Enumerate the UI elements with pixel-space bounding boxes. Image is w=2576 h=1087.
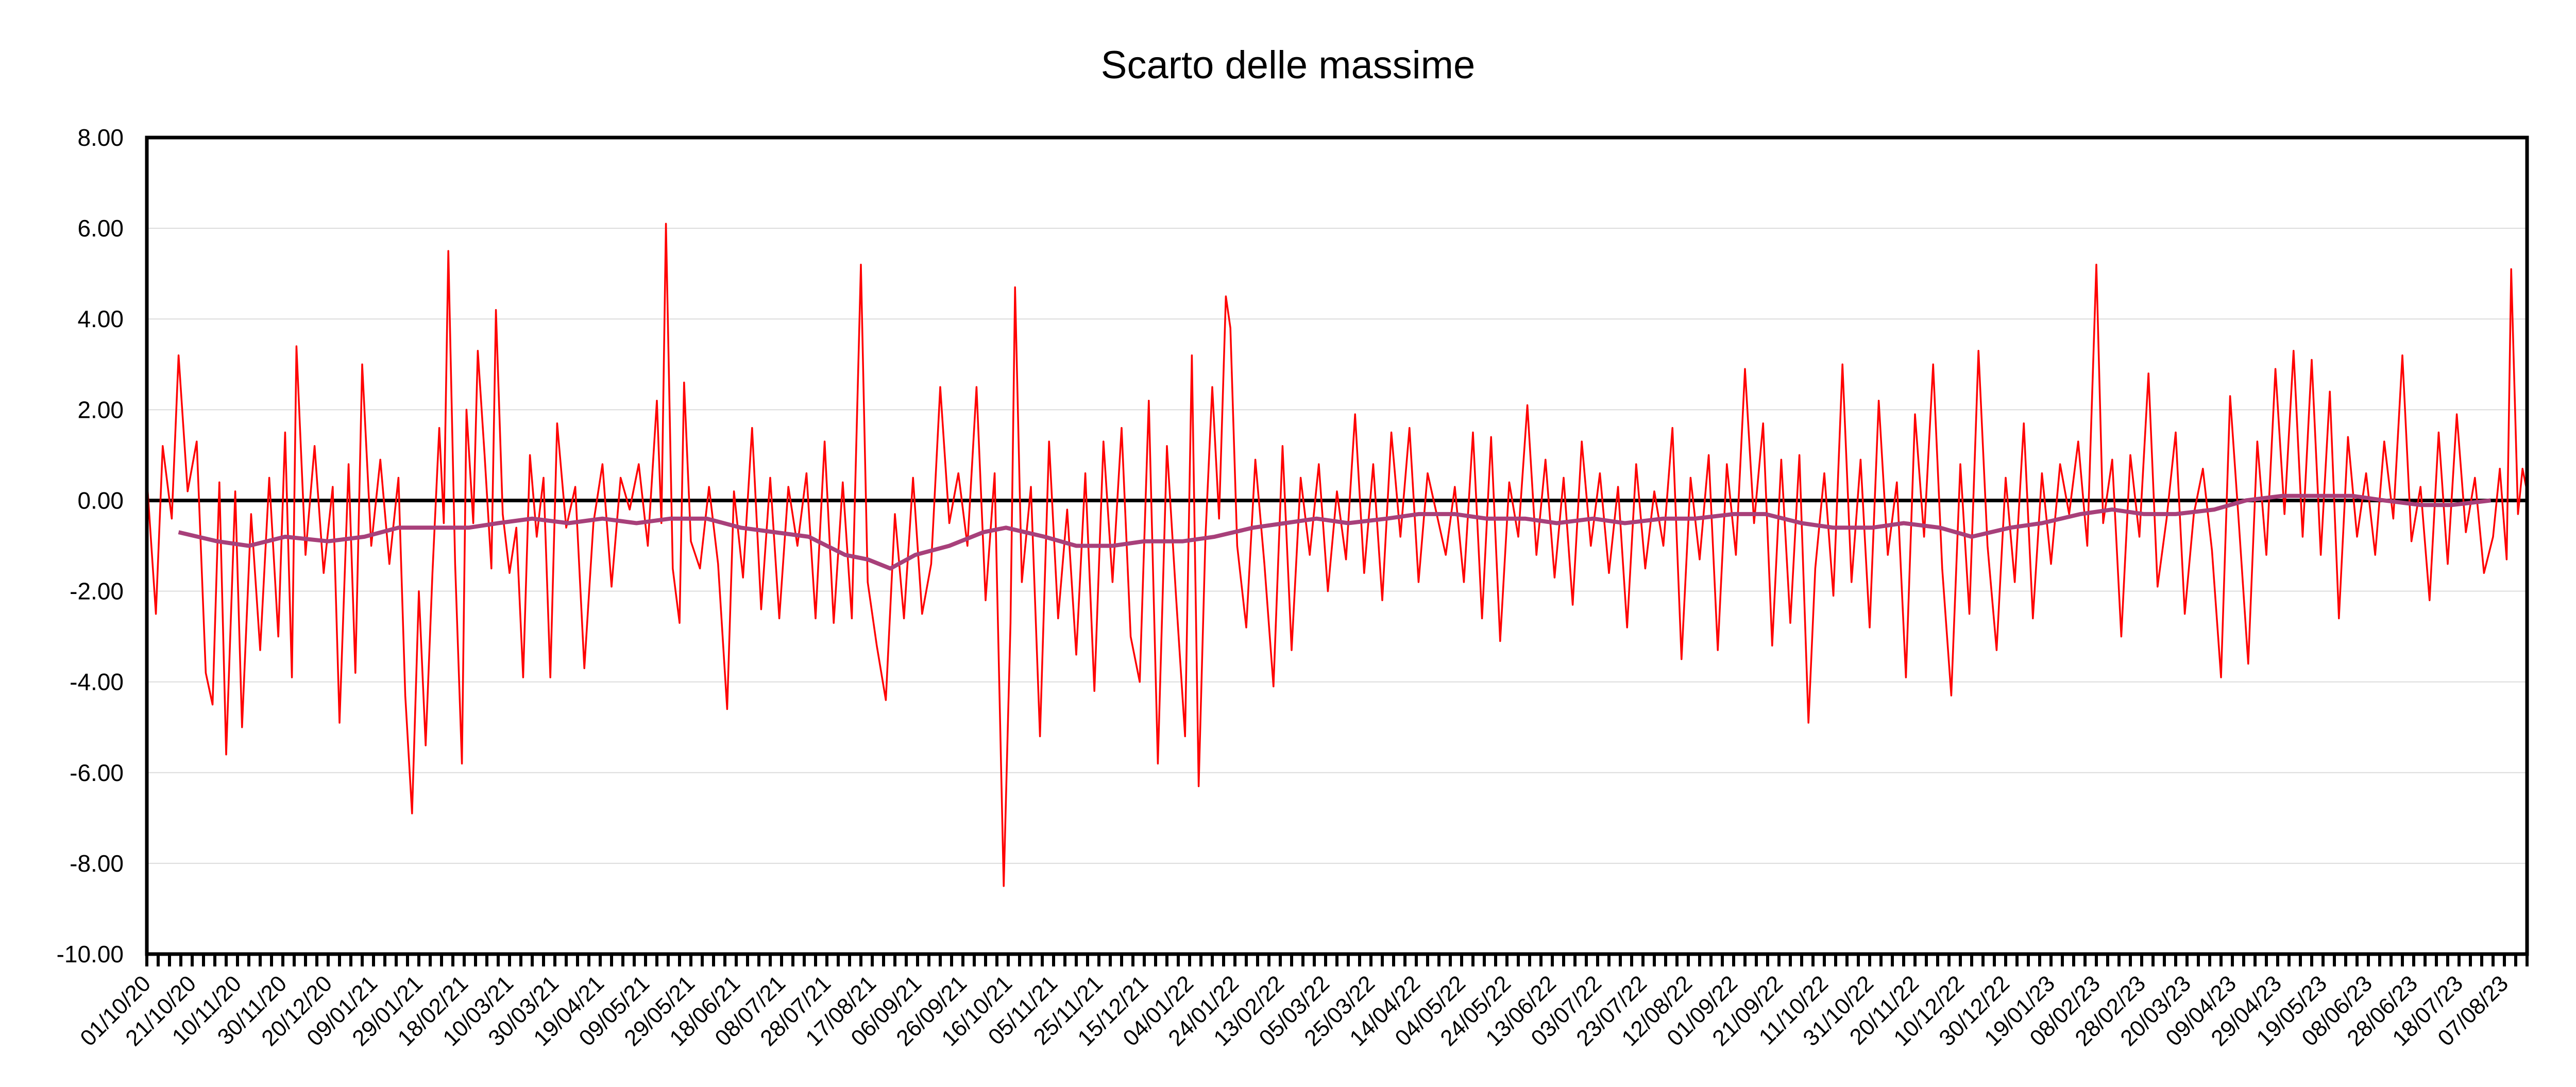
x-axis: 01/10/2021/10/2010/11/2030/11/2020/12/20… — [75, 954, 2529, 1051]
y-tick-label: 2.00 — [77, 396, 124, 423]
y-tick-label: 8.00 — [77, 124, 124, 151]
daily-series-line — [146, 223, 2528, 887]
y-tick-label: 0.00 — [77, 487, 124, 514]
grid-lines — [147, 228, 2527, 864]
y-tick-label: -6.00 — [70, 759, 124, 786]
y-tick-label: -10.00 — [57, 941, 124, 967]
y-tick-label: -4.00 — [70, 669, 124, 695]
y-axis: 8.00 6.00 4.00 2.00 0.00 -2.00 -4.00 -6.00 -8.00… — [57, 124, 124, 967]
y-tick-label: -8.00 — [70, 850, 124, 877]
moving-average-line — [178, 494, 2492, 571]
y-tick-label: 4.00 — [77, 305, 124, 332]
plot-frame — [145, 135, 2529, 956]
series-group — [146, 223, 2528, 887]
chart-title: Scarto delle massime — [1101, 43, 1476, 87]
y-tick-label: -2.00 — [70, 578, 124, 605]
y-tick-label: 6.00 — [77, 215, 124, 242]
